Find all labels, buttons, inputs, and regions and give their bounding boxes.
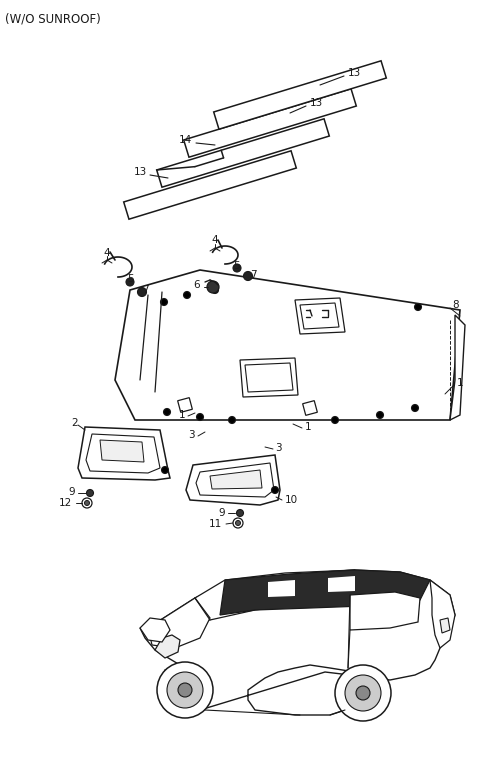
Text: 7: 7 [142, 285, 149, 295]
Circle shape [233, 264, 241, 272]
Text: 13: 13 [348, 68, 361, 78]
Polygon shape [78, 427, 170, 480]
Polygon shape [100, 440, 144, 462]
Text: 8: 8 [452, 300, 458, 310]
Polygon shape [450, 315, 465, 420]
Polygon shape [195, 570, 355, 620]
Text: 4: 4 [212, 235, 218, 245]
Text: 5: 5 [234, 261, 240, 271]
Polygon shape [186, 455, 280, 505]
Circle shape [237, 510, 243, 516]
Polygon shape [300, 303, 339, 329]
Polygon shape [184, 89, 356, 157]
Polygon shape [196, 463, 274, 497]
Text: 4: 4 [104, 248, 110, 258]
Polygon shape [430, 580, 455, 648]
Circle shape [178, 683, 192, 697]
Text: 9: 9 [68, 487, 75, 497]
Polygon shape [156, 119, 329, 187]
Polygon shape [350, 592, 420, 630]
Polygon shape [210, 470, 262, 489]
Text: 14: 14 [179, 135, 192, 145]
Polygon shape [148, 598, 210, 648]
Circle shape [335, 665, 391, 721]
Circle shape [272, 486, 278, 493]
Circle shape [415, 303, 421, 310]
Circle shape [236, 520, 240, 526]
Circle shape [356, 686, 370, 700]
Polygon shape [303, 401, 317, 415]
Polygon shape [295, 298, 345, 334]
Circle shape [332, 417, 338, 424]
Text: 3: 3 [275, 443, 282, 453]
Polygon shape [214, 61, 386, 129]
Circle shape [82, 498, 92, 508]
Polygon shape [245, 363, 293, 392]
Text: 11: 11 [209, 519, 222, 529]
Circle shape [164, 408, 170, 415]
Circle shape [84, 500, 89, 506]
Circle shape [345, 675, 381, 711]
Circle shape [243, 272, 252, 280]
Circle shape [183, 292, 191, 299]
Polygon shape [268, 580, 295, 597]
Circle shape [376, 411, 384, 418]
Text: 5: 5 [127, 274, 133, 284]
Text: 3: 3 [188, 430, 195, 440]
Circle shape [160, 299, 168, 306]
Text: 9: 9 [218, 508, 225, 518]
Text: 13: 13 [310, 98, 323, 108]
Circle shape [161, 466, 168, 473]
Text: 1: 1 [457, 378, 464, 388]
Circle shape [126, 278, 134, 286]
Polygon shape [140, 618, 170, 642]
Polygon shape [240, 358, 298, 397]
Polygon shape [220, 570, 430, 615]
Circle shape [167, 672, 203, 708]
Polygon shape [178, 398, 192, 412]
Polygon shape [86, 434, 160, 473]
Polygon shape [155, 635, 180, 658]
Polygon shape [124, 151, 296, 219]
Circle shape [157, 662, 213, 718]
Polygon shape [140, 570, 455, 715]
Text: 7: 7 [250, 270, 257, 280]
Text: 13: 13 [134, 167, 147, 177]
Text: 2: 2 [72, 418, 78, 428]
Circle shape [212, 286, 218, 293]
Text: 10: 10 [285, 495, 298, 505]
Circle shape [411, 405, 419, 411]
Circle shape [86, 489, 94, 496]
Circle shape [196, 414, 204, 421]
Text: 1: 1 [179, 410, 185, 420]
Text: (W/O SUNROOF): (W/O SUNROOF) [5, 12, 101, 25]
Text: 12: 12 [59, 498, 72, 508]
Polygon shape [440, 618, 450, 633]
Text: 1: 1 [305, 422, 312, 432]
Polygon shape [328, 576, 355, 592]
Polygon shape [115, 270, 460, 420]
Text: 6: 6 [193, 280, 200, 290]
Circle shape [207, 281, 219, 293]
Circle shape [228, 417, 236, 424]
Circle shape [233, 518, 243, 528]
Circle shape [137, 287, 146, 296]
